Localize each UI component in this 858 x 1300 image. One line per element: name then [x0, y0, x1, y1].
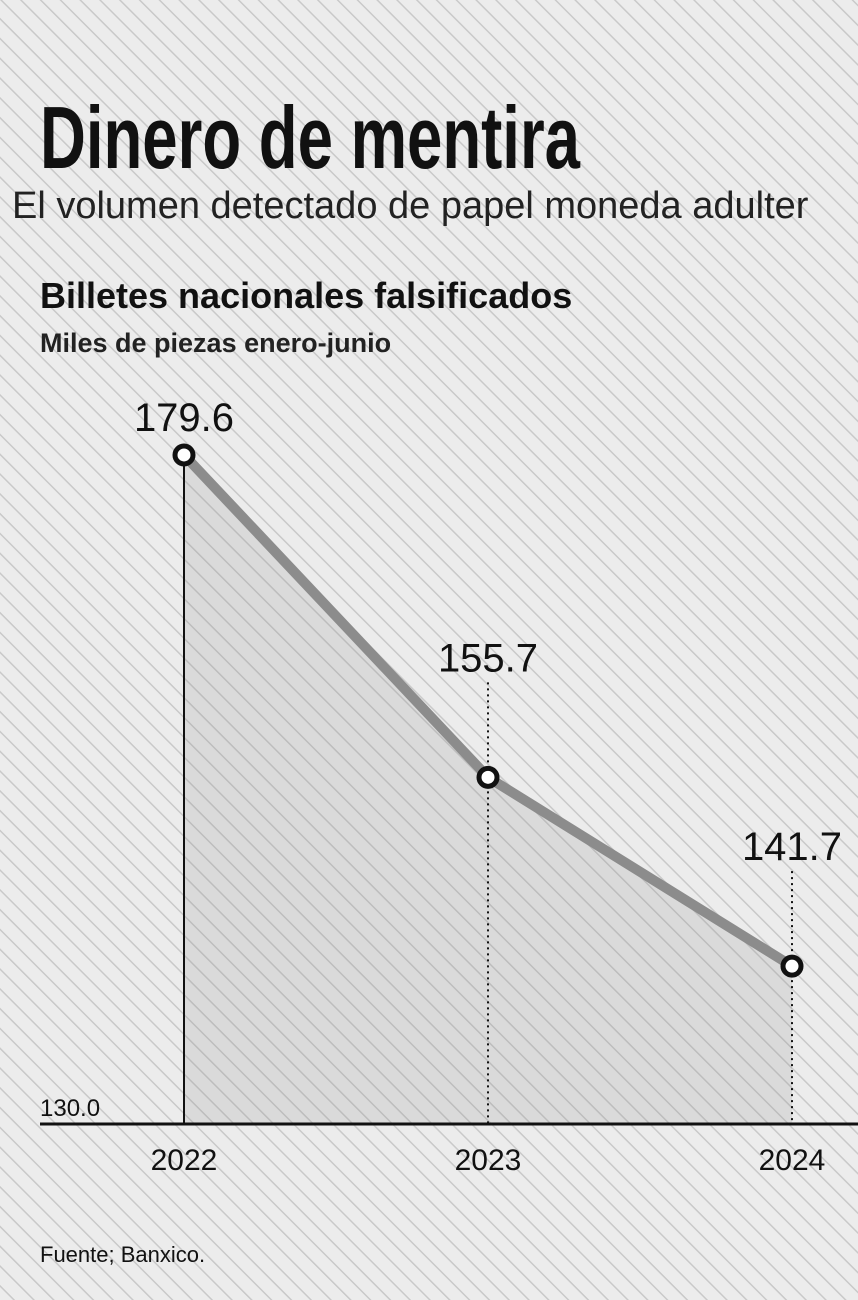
data-label: 155.7	[438, 636, 538, 680]
x-tick-label: 2024	[759, 1144, 826, 1177]
subtitle: El volumen detectado de papel moneda adu…	[12, 185, 809, 227]
point	[476, 765, 500, 789]
y-tick-label: 130.0	[40, 1095, 100, 1122]
title: Dinero de mentira	[40, 88, 581, 187]
point	[172, 443, 196, 467]
x-tick-label: 2023	[455, 1144, 522, 1177]
y-label: Miles de piezas enero-junio	[40, 328, 391, 358]
chart-title: Billetes nacionales falsificados	[40, 275, 572, 316]
source: Fuente; Banxico.	[40, 1242, 205, 1267]
x-tick-label: 2022	[151, 1144, 218, 1177]
data-label: 179.6	[134, 396, 234, 440]
point	[780, 954, 804, 978]
data-label: 141.7	[742, 825, 842, 869]
